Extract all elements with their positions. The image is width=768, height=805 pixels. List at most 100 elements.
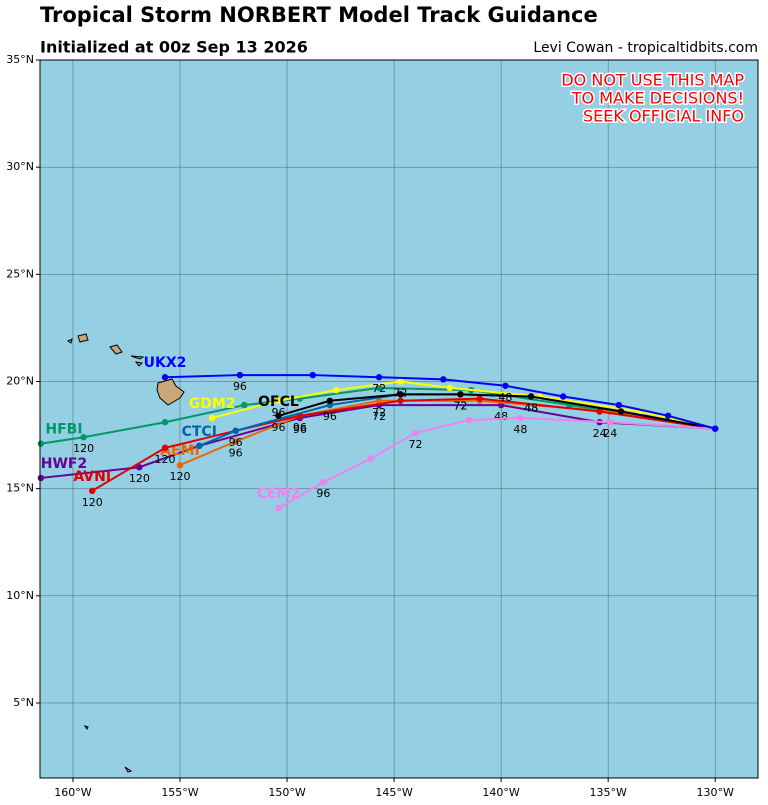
track-name: CEM2 [257,486,301,502]
track-point [236,371,244,379]
track-point [89,487,96,494]
track-point [309,371,316,379]
hour-label: 120 [155,453,176,466]
x-tick-label: 135°W [589,786,626,799]
track-point [208,414,216,422]
track-name: OFCL [258,394,299,410]
track-point [711,425,719,432]
hour-label: 96 [229,436,243,449]
hour-label: 72 [453,399,467,412]
x-tick-label: 130°W [696,786,733,799]
hour-label: 72 [372,382,386,395]
track-point [80,434,87,441]
track-point [412,429,419,437]
track-line [40,404,716,479]
y-tick-label: 20°N [6,374,34,387]
credit: Levi Cowan - tropicaltidbits.com [533,40,758,56]
track-point [320,479,327,486]
track-line [277,416,716,509]
track-line [164,374,716,430]
track-name: HFBI [45,422,82,438]
track-point [559,393,567,400]
hour-label: 120 [82,496,103,509]
track-point [397,391,404,398]
hour-label: 120 [73,442,94,455]
track-point [375,374,383,381]
hour-label: 48 [498,391,512,404]
track-point [375,384,383,392]
track-point [241,401,248,409]
hour-label: 48 [524,401,538,414]
track-point [517,414,524,422]
track-point [397,378,404,385]
track-point [476,395,483,402]
warning: DO NOT USE THIS MAP TO MAKE DECISIONS! S… [560,69,746,127]
frame [39,59,759,779]
hour-label: 48 [524,401,538,414]
hour-label: 96 [293,421,307,434]
track-line [91,397,716,492]
hour-label: 48 [494,410,508,423]
track-point [37,440,45,447]
track-line [211,380,716,430]
track-name: AVNI [73,469,111,485]
subtitle: Initialized at 00z Sep 13 2026 [40,38,308,57]
track-point [37,474,45,482]
track-point [502,382,509,389]
x-tick-label: 150°W [268,786,305,799]
y-tick-label: 5°N [13,696,34,709]
track-point [275,504,282,512]
hour-label: 96 [233,380,247,393]
track-name: UKX2 [144,355,187,371]
track-point [161,419,169,426]
island [156,378,185,406]
y-tick-label: 25°N [6,267,34,280]
track-point [275,412,282,419]
track-point [446,384,453,392]
warning-line: TO MAKE DECISIONS! [571,89,744,108]
track-point [617,408,625,415]
track-point [196,442,203,449]
track-point [367,455,374,462]
hour-label: 96 [316,487,330,500]
track-point [527,393,535,400]
warning-line: DO NOT USE THIS MAP [561,71,744,90]
island [77,333,89,343]
hour-label: 120 [170,470,191,483]
warning-line: SEEK OFFICIAL INFO [583,107,744,126]
track-point [161,444,169,452]
track-point [465,416,473,424]
track-point [375,397,383,404]
track-point [232,427,239,434]
island [134,361,144,367]
hour-label: 24 [603,427,617,440]
track-point [397,397,404,404]
hour-label: 72 [408,438,422,451]
island [67,338,73,344]
x-tick-label: 160°W [54,786,91,799]
island [130,355,145,360]
island [124,766,133,773]
x-tick-label: 140°W [482,786,519,799]
island [109,344,123,355]
track-point [457,391,464,398]
hour-label: 48 [513,423,527,436]
track-point [232,438,239,445]
hour-label: 72 [372,406,386,419]
track-name: HWF2 [41,456,87,472]
hour-label: 96 [323,410,337,423]
track-point [664,412,672,419]
hour-label: 96 [293,423,307,436]
x-tick-label: 145°W [375,786,412,799]
track-point [607,419,614,426]
y-tick-label: 35°N [6,53,34,66]
hour-label: 96 [229,447,243,460]
island [83,725,89,730]
hour-label: 96 [271,421,285,434]
track-point [615,401,623,409]
y-tick-label: 15°N [6,482,34,495]
track-name: GDM2 [189,396,236,412]
y-tick-label: 30°N [6,160,34,173]
